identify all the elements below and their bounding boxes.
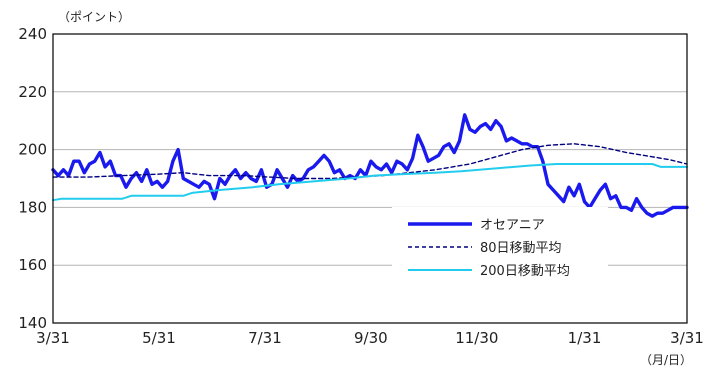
y-tick-label: 160 [18,256,47,274]
y-tick-label: 140 [18,314,47,332]
y-tick-label: 240 [18,25,47,43]
legend-label: 80日移動平均 [480,241,562,256]
x-tick-label: 5/31 [142,329,176,347]
legend-box [392,207,608,287]
series-group [51,113,689,218]
x-tick-label: 7/31 [248,329,282,347]
y-axis: 140 160 180 200 220 240 [18,25,47,332]
x-tick-label: 3/31 [670,329,704,347]
x-tick-label: 11/30 [455,329,498,347]
plot-area-frame [52,33,688,324]
y-tick-label: 200 [18,141,47,159]
x-axis-unit-label: （月/日） [640,353,692,367]
x-tick-label: 3/31 [36,329,70,347]
y-axis-unit-label: （ポイント） [58,10,130,24]
series-line-oceania [51,113,689,218]
y-tick-label: 220 [18,83,47,101]
x-tick-label: 9/30 [354,329,388,347]
legend-label: オセアニア [480,218,545,233]
series-line-200d-ma [52,163,688,202]
legend-label: 200日移動平均 [480,264,570,279]
legend: オセアニア 80日移動平均 200日移動平均 [392,207,608,287]
x-axis: 3/31 5/31 7/31 9/30 11/30 1/31 3/31 [36,329,704,347]
x-tick-label: 1/31 [568,329,602,347]
y-tick-label: 180 [18,198,47,216]
